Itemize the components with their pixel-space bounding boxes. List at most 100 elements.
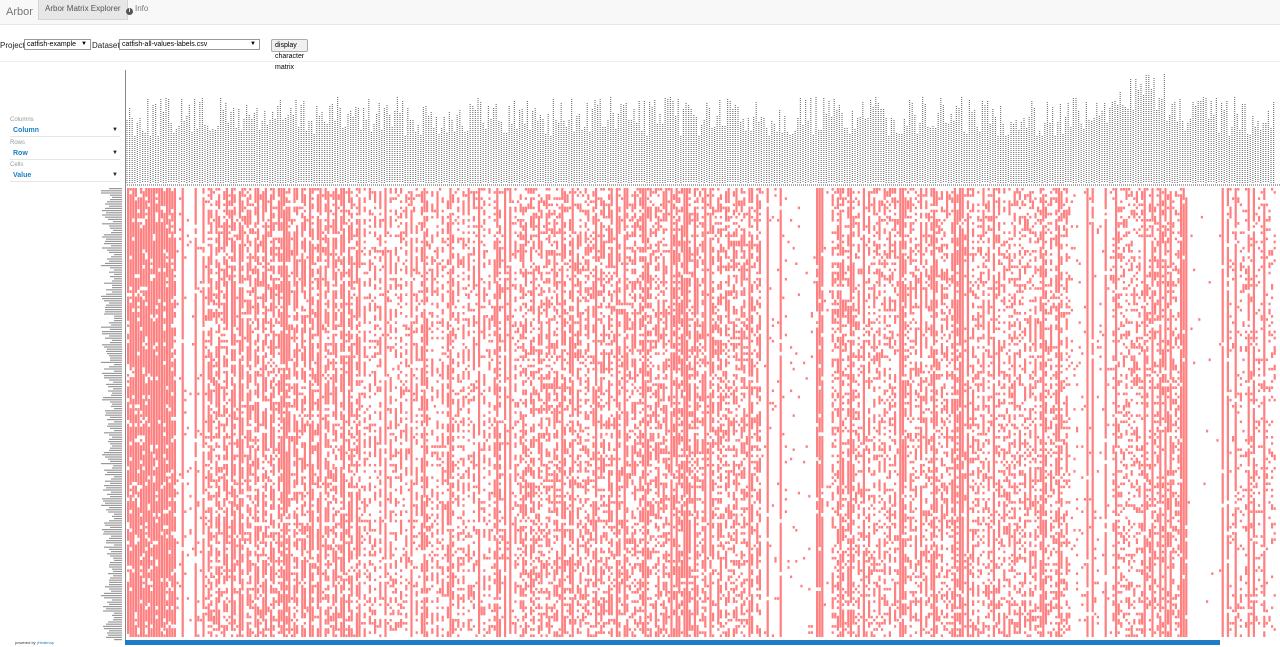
heatmap-cell[interactable] xyxy=(615,308,618,408)
heatmap-cell[interactable] xyxy=(467,293,470,300)
heatmap-cell[interactable] xyxy=(400,246,403,250)
heatmap-cell[interactable] xyxy=(550,606,553,613)
heatmap-cell[interactable] xyxy=(530,618,533,622)
heatmap-cell[interactable] xyxy=(431,215,434,219)
heatmap-cell[interactable] xyxy=(129,408,132,424)
heatmap-cell[interactable] xyxy=(428,312,431,315)
heatmap-cell[interactable] xyxy=(439,457,442,461)
heatmap-cell[interactable] xyxy=(301,253,304,293)
heatmap-cell[interactable] xyxy=(400,200,403,203)
heatmap-cell[interactable] xyxy=(483,529,486,538)
heatmap-cell[interactable] xyxy=(244,215,247,225)
heatmap-cell[interactable] xyxy=(498,395,501,399)
heatmap-cell[interactable] xyxy=(600,188,603,191)
heatmap-cell[interactable] xyxy=(540,634,543,637)
heatmap-cell[interactable] xyxy=(392,578,395,588)
heatmap-cell[interactable] xyxy=(462,473,465,479)
heatmap-cell[interactable] xyxy=(493,240,496,250)
heatmap-cell[interactable] xyxy=(584,308,587,312)
heatmap-cell[interactable] xyxy=(618,581,621,594)
heatmap-cell[interactable] xyxy=(179,473,182,476)
heatmap-cell[interactable] xyxy=(199,374,202,377)
heatmap-cell[interactable] xyxy=(350,448,353,467)
heatmap-cell[interactable] xyxy=(348,575,351,585)
heatmap-cell[interactable] xyxy=(626,584,629,588)
heatmap-cell[interactable] xyxy=(207,256,210,284)
heatmap-cell[interactable] xyxy=(218,231,221,253)
heatmap-cell[interactable] xyxy=(545,271,548,275)
heatmap-cell[interactable] xyxy=(610,423,613,427)
heatmap-cell[interactable] xyxy=(556,215,559,219)
heatmap-cell[interactable] xyxy=(459,476,462,479)
heatmap-cell[interactable] xyxy=(524,423,527,427)
heatmap-cell[interactable] xyxy=(441,556,444,560)
heatmap-cell[interactable] xyxy=(223,454,226,461)
heatmap-cell[interactable] xyxy=(306,606,309,613)
heatmap-cell[interactable] xyxy=(540,240,543,259)
heatmap-cell[interactable] xyxy=(441,308,444,315)
heatmap-cell[interactable] xyxy=(327,299,330,309)
heatmap-cell[interactable] xyxy=(173,628,176,637)
heatmap-cell[interactable] xyxy=(514,296,517,303)
heatmap-cell[interactable] xyxy=(465,293,468,296)
heatmap-cell[interactable] xyxy=(491,491,494,495)
heatmap-cell[interactable] xyxy=(254,603,257,628)
heatmap-cell[interactable] xyxy=(608,463,611,467)
heatmap-cell[interactable] xyxy=(400,346,403,349)
heatmap-cell[interactable] xyxy=(311,510,314,551)
heatmap-cell[interactable] xyxy=(566,603,569,606)
heatmap-cell[interactable] xyxy=(566,529,569,532)
heatmap-cell[interactable] xyxy=(303,556,306,579)
heatmap-cell[interactable] xyxy=(173,358,176,377)
heatmap-cell[interactable] xyxy=(608,343,611,346)
heatmap-cell[interactable] xyxy=(426,494,429,507)
heatmap-cell[interactable] xyxy=(413,584,416,588)
heatmap-cell[interactable] xyxy=(324,308,327,324)
heatmap-cell[interactable] xyxy=(218,541,221,544)
heatmap-cell[interactable] xyxy=(506,271,509,275)
heatmap-cell[interactable] xyxy=(519,333,522,340)
heatmap-cell[interactable] xyxy=(550,318,553,321)
heatmap-cell[interactable] xyxy=(363,271,366,275)
heatmap-cell[interactable] xyxy=(433,553,436,557)
heatmap-cell[interactable] xyxy=(441,318,444,327)
heatmap-cell[interactable] xyxy=(405,265,408,275)
heatmap-cell[interactable] xyxy=(363,240,366,244)
heatmap-cell[interactable] xyxy=(355,445,358,455)
heatmap-cell[interactable] xyxy=(426,432,429,436)
heatmap-cell[interactable] xyxy=(202,188,205,194)
heatmap-cell[interactable] xyxy=(348,355,351,386)
heatmap-cell[interactable] xyxy=(602,225,605,228)
heatmap-cell[interactable] xyxy=(233,206,236,216)
heatmap-cell[interactable] xyxy=(420,222,423,231)
heatmap-cell[interactable] xyxy=(441,336,444,340)
heatmap-cell[interactable] xyxy=(288,522,291,526)
heatmap-cell[interactable] xyxy=(480,188,483,191)
heatmap-cell[interactable] xyxy=(127,380,130,383)
heatmap-cell[interactable] xyxy=(350,222,353,241)
heatmap-cell[interactable] xyxy=(558,488,561,492)
heatmap-cell[interactable] xyxy=(491,566,494,569)
heatmap-cell[interactable] xyxy=(368,225,371,228)
heatmap-cell[interactable] xyxy=(223,215,226,219)
heatmap-cell[interactable] xyxy=(618,519,621,526)
heatmap-cell[interactable] xyxy=(540,529,543,535)
heatmap-cell[interactable] xyxy=(485,556,488,560)
heatmap-cell[interactable] xyxy=(387,250,390,253)
heatmap-cell[interactable] xyxy=(592,606,595,610)
heatmap-cell[interactable] xyxy=(340,367,343,371)
heatmap-cell[interactable] xyxy=(626,225,629,228)
heatmap-cell[interactable] xyxy=(431,476,434,479)
heatmap-cell[interactable] xyxy=(420,281,423,287)
heatmap-cell[interactable] xyxy=(280,581,283,591)
heatmap-cell[interactable] xyxy=(329,343,332,346)
heatmap-cell[interactable] xyxy=(509,188,512,203)
heatmap-cell[interactable] xyxy=(257,553,260,563)
heatmap-cell[interactable] xyxy=(251,330,254,334)
heatmap-cell[interactable] xyxy=(571,529,574,544)
heatmap-cell[interactable] xyxy=(267,200,270,203)
heatmap-cell[interactable] xyxy=(288,529,291,532)
heatmap-cell[interactable] xyxy=(540,612,543,631)
heatmap-cell[interactable] xyxy=(556,631,559,637)
heatmap-cell[interactable] xyxy=(140,290,143,293)
